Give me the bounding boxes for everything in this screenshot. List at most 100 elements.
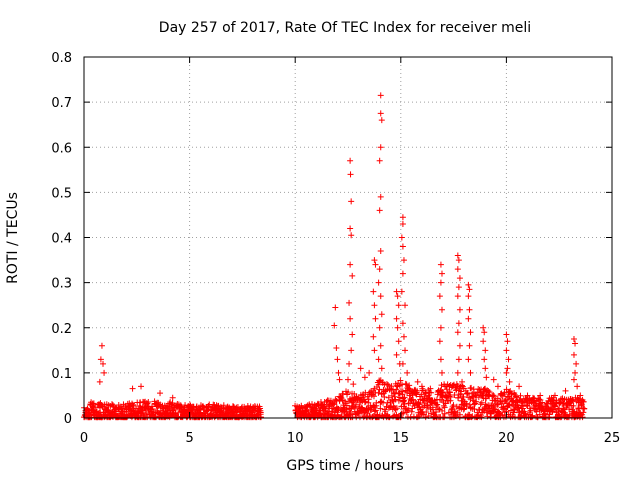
x-axis-label: GPS time / hours xyxy=(286,458,403,474)
roti-point xyxy=(129,385,136,392)
roti-point xyxy=(466,342,473,349)
roti-point xyxy=(347,406,354,413)
roti-point xyxy=(455,284,462,291)
roti-point xyxy=(572,340,579,347)
data-points xyxy=(80,92,588,421)
roti-point xyxy=(377,110,384,117)
roti-point xyxy=(455,257,462,264)
roti-point xyxy=(577,392,584,399)
roti-point xyxy=(476,406,483,413)
roti-point xyxy=(442,400,449,407)
roti-point xyxy=(382,408,389,415)
roti-point xyxy=(414,378,421,385)
roti-point xyxy=(446,389,453,395)
roti-point xyxy=(334,356,341,363)
roti-point xyxy=(443,386,450,393)
roti-point xyxy=(399,243,406,250)
roti-point xyxy=(314,401,321,408)
roti-point xyxy=(466,306,473,313)
y-axis-label: ROTI / TECUs xyxy=(5,192,21,284)
roti-point xyxy=(455,394,462,401)
roti-point xyxy=(570,376,577,383)
roti-point xyxy=(438,306,445,313)
roti-point xyxy=(573,360,580,367)
roti-point xyxy=(393,386,400,393)
y-tick-label: 0.6 xyxy=(51,141,72,156)
roti-point xyxy=(460,394,467,401)
roti-point xyxy=(371,302,378,309)
roti-point xyxy=(387,385,394,392)
roti-point xyxy=(406,385,413,392)
y-tick-label: 0.1 xyxy=(51,367,72,382)
roti-point xyxy=(494,383,501,390)
y-tick-label: 0.3 xyxy=(51,277,72,292)
roti-point xyxy=(138,383,145,390)
roti-point xyxy=(454,329,461,336)
roti-point xyxy=(353,401,360,408)
roti-point xyxy=(454,293,461,300)
roti-point xyxy=(145,399,152,406)
x-tick-label: 5 xyxy=(185,431,193,446)
roti-point xyxy=(395,390,402,397)
roti-point xyxy=(439,407,446,414)
roti-point xyxy=(90,400,97,407)
roti-point xyxy=(435,405,442,412)
roti-point xyxy=(414,387,421,394)
roti-point xyxy=(384,399,391,406)
roti-point xyxy=(399,270,406,277)
roti-point xyxy=(415,400,422,407)
roti-point xyxy=(395,302,402,309)
roti-point xyxy=(399,320,406,327)
roti-point xyxy=(465,281,472,288)
roti-point xyxy=(346,299,353,306)
roti-point xyxy=(475,386,482,393)
roti-point xyxy=(481,356,488,363)
roti-point xyxy=(375,356,382,363)
roti-point xyxy=(460,406,467,413)
roti-point xyxy=(456,275,463,282)
roti-point xyxy=(361,374,368,381)
roti-point xyxy=(572,369,579,376)
y-tick-label: 0.4 xyxy=(51,232,72,247)
roti-point xyxy=(402,380,409,387)
roti-point xyxy=(97,356,104,363)
roti-point xyxy=(437,261,444,268)
roti-point xyxy=(381,393,388,400)
roti-point xyxy=(414,414,421,421)
roti-point xyxy=(360,394,367,401)
x-tick-label: 25 xyxy=(604,431,621,446)
roti-point xyxy=(441,410,448,417)
roti-point xyxy=(169,394,176,401)
roti-point xyxy=(483,374,490,381)
roti-point xyxy=(433,408,440,415)
roti-point xyxy=(467,329,474,336)
roti-point xyxy=(454,266,461,273)
chart-title: Day 257 of 2017, Rate Of TEC Index for r… xyxy=(159,20,531,36)
roti-point xyxy=(348,232,355,239)
roti-point xyxy=(394,293,401,300)
roti-point xyxy=(393,351,400,358)
roti-point xyxy=(397,377,404,384)
roti-point xyxy=(466,286,473,293)
roti-point xyxy=(427,385,434,392)
roti-point xyxy=(465,315,472,322)
roti-point xyxy=(332,304,339,311)
roti-point xyxy=(376,324,383,331)
roti-point xyxy=(450,402,457,409)
roti-point xyxy=(392,406,399,413)
roti-point xyxy=(348,347,355,354)
roti-point xyxy=(581,405,588,412)
roti-point xyxy=(429,398,436,405)
roti-point xyxy=(447,394,454,401)
roti-point xyxy=(100,360,107,367)
roti-point xyxy=(403,381,410,388)
roti-point xyxy=(333,345,340,352)
roti-point xyxy=(436,338,443,345)
roti-point xyxy=(350,381,357,388)
roti-point xyxy=(513,394,520,401)
roti-point xyxy=(438,369,445,376)
roti-point xyxy=(375,389,382,396)
roti-point xyxy=(454,252,461,259)
roti-point xyxy=(465,293,472,300)
roti-point xyxy=(386,414,393,421)
